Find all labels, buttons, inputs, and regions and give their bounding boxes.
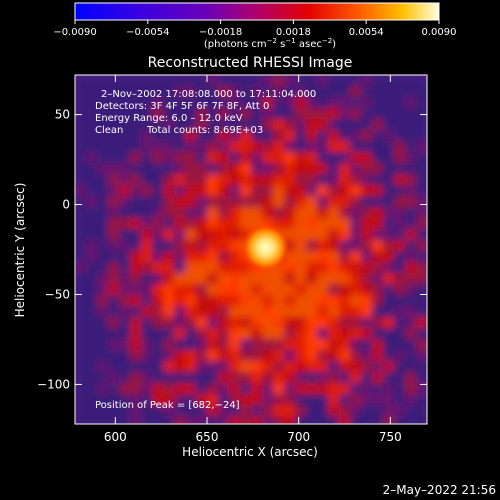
x-axis: 600 650 700 750 — [104, 75, 402, 444]
colorbar-tick-label: 0.0054 — [349, 27, 384, 38]
colorbar-tick-label: 0.0018 — [276, 27, 311, 38]
peak-blob — [241, 223, 290, 272]
colorbar-ticks: −0.0090 −0.0054 −0.0018 0.0018 0.0054 0.0090 — [53, 20, 457, 38]
y-tick-label: 0 — [62, 198, 70, 212]
colorbar-units: (photons cm−2 s−1 asec−2) — [204, 37, 336, 50]
colorbar-tick-label: −0.0090 — [53, 27, 96, 38]
energy-range-text: Energy Range: 6.0 – 12.0 keV — [95, 113, 243, 124]
y-tick-label: −100 — [37, 377, 70, 391]
y-axis: 50 0 −50 −100 — [37, 108, 427, 391]
time-range-text: 2–Nov–2002 17:08:08.000 to 17:11:04.000 — [101, 89, 316, 100]
clean-label: Clean — [95, 125, 123, 136]
footer-timestamp: 2–May–2022 21:56 — [383, 483, 496, 497]
colorbar-tick-label: −0.0018 — [199, 27, 242, 38]
colorbar-tick-label: −0.0054 — [126, 27, 169, 38]
image-area — [75, 75, 427, 424]
plot-frame — [74, 74, 428, 425]
y-tick-label: 50 — [55, 108, 70, 122]
y-axis-label: Heliocentric Y (arcsec) — [13, 183, 27, 318]
colorbar-tick-label: 0.0090 — [422, 27, 457, 38]
chart-title: Reconstructed RHESSI Image — [148, 55, 353, 71]
x-tick-label: 650 — [196, 430, 219, 444]
x-tick-label: 750 — [379, 430, 402, 444]
colorbar — [74, 2, 440, 21]
x-tick-label: 700 — [287, 430, 310, 444]
x-axis-label: Heliocentric X (arcsec) — [182, 445, 318, 459]
detectors-text: Detectors: 3F 4F 5F 6F 7F 8F, Att 0 — [95, 101, 269, 112]
x-tick-label: 600 — [104, 430, 127, 444]
peak-position-text: Position of Peak = [682,−24] — [95, 400, 240, 411]
total-counts-text: Total counts: 8.69E+03 — [146, 125, 263, 136]
y-tick-label: −50 — [45, 287, 70, 301]
